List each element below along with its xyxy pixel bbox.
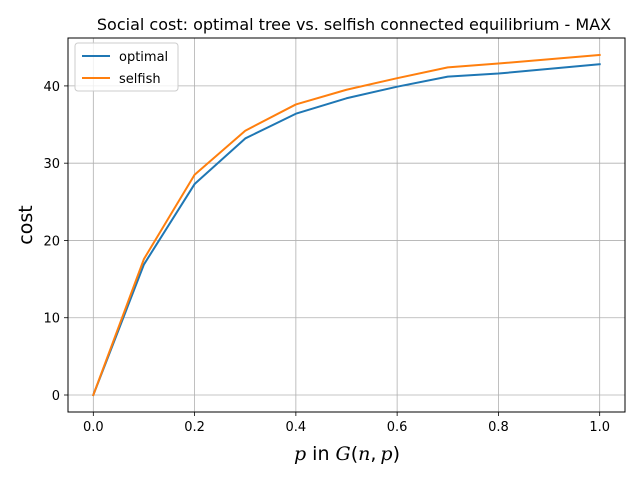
x-tick-label: 0.8: [488, 420, 509, 435]
x-axis-label: p in G(n, p): [294, 443, 400, 465]
series-line-selfish: [92, 53, 601, 397]
series-layer: [92, 53, 601, 397]
x-label-comma: ,: [370, 443, 376, 465]
x-tick-label: 0.4: [286, 420, 307, 435]
x-label-p2: p: [380, 443, 392, 465]
y-tick-label: 30: [43, 157, 60, 172]
x-label-in: in: [312, 443, 329, 465]
x-label-open-paren: (: [351, 443, 358, 465]
legend-label-selfish: selfish: [119, 72, 161, 87]
chart-title: Social cost: optimal tree vs. selfish co…: [97, 15, 611, 34]
grid-lines: [68, 38, 625, 412]
x-tick-label: 1.0: [589, 420, 610, 435]
legend: optimal selfish: [74, 42, 179, 92]
x-tick-label: 0.2: [184, 420, 205, 435]
y-tick-label: 0: [52, 389, 60, 404]
axis-ticks: 0.0 0.2 0.4 0.6 0.8 1.0 0 10 20 30 40: [43, 80, 610, 435]
y-axis-label: cost: [15, 205, 37, 244]
y-tick-label: 20: [43, 234, 60, 249]
y-tick-label: 40: [43, 80, 60, 95]
x-tick-label: 0.0: [83, 420, 104, 435]
plot-frame: [67, 37, 626, 413]
y-tick-label: 10: [43, 312, 60, 327]
legend-label-optimal: optimal: [119, 50, 168, 65]
x-label-n: n: [358, 443, 370, 465]
series-line-optimal: [92, 63, 601, 397]
x-tick-label: 0.6: [387, 420, 408, 435]
x-label-close-paren: ): [393, 443, 400, 465]
x-label-p: p: [294, 443, 306, 465]
x-label-G: G: [336, 443, 351, 465]
